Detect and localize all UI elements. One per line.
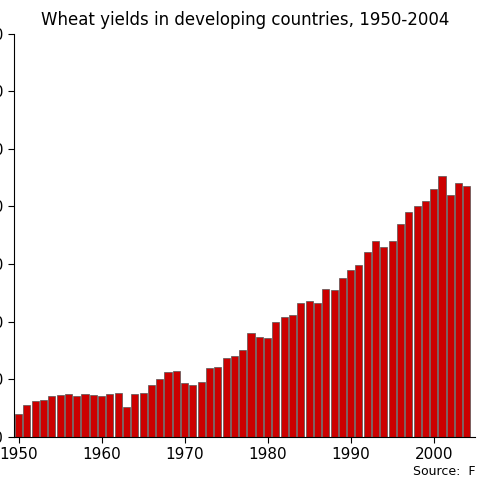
Bar (214, 367, 221, 480)
Bar (40, 400, 47, 480)
Bar (65, 394, 72, 480)
Bar (447, 195, 454, 480)
Bar (463, 186, 470, 480)
Bar (123, 407, 130, 480)
Bar (430, 189, 437, 480)
Bar (173, 371, 180, 480)
Bar (165, 372, 171, 480)
Bar (57, 396, 63, 480)
Bar (256, 336, 263, 480)
Bar (223, 359, 229, 480)
Bar (438, 177, 445, 480)
Title: Wheat yields in developing countries, 1950-2004: Wheat yields in developing countries, 19… (41, 11, 449, 29)
Bar (231, 356, 238, 480)
Bar (397, 224, 404, 480)
Bar (273, 322, 279, 480)
Bar (289, 315, 296, 480)
Bar (15, 414, 22, 480)
Bar (364, 252, 371, 480)
Bar (414, 206, 420, 480)
Bar (455, 183, 462, 480)
Bar (322, 289, 329, 480)
Bar (181, 383, 188, 480)
Bar (32, 401, 39, 480)
Bar (140, 393, 146, 480)
Bar (405, 212, 412, 480)
Bar (297, 303, 304, 480)
Text: Source:  F: Source: F (413, 465, 475, 478)
Bar (331, 290, 337, 480)
Bar (372, 241, 379, 480)
Bar (206, 368, 213, 480)
Bar (281, 317, 288, 480)
Bar (339, 278, 346, 480)
Bar (264, 338, 271, 480)
Bar (131, 394, 138, 480)
Bar (156, 379, 163, 480)
Bar (306, 301, 312, 480)
Bar (422, 201, 429, 480)
Bar (347, 270, 354, 480)
Bar (90, 396, 97, 480)
Bar (115, 393, 122, 480)
Bar (380, 247, 387, 480)
Bar (82, 394, 88, 480)
Bar (355, 265, 362, 480)
Bar (190, 385, 196, 480)
Bar (24, 405, 30, 480)
Bar (73, 396, 80, 480)
Bar (48, 396, 55, 480)
Bar (389, 241, 396, 480)
Bar (198, 382, 205, 480)
Bar (248, 333, 254, 480)
Bar (107, 394, 113, 480)
Bar (239, 350, 246, 480)
Bar (148, 385, 155, 480)
Bar (98, 396, 105, 480)
Bar (314, 303, 321, 480)
